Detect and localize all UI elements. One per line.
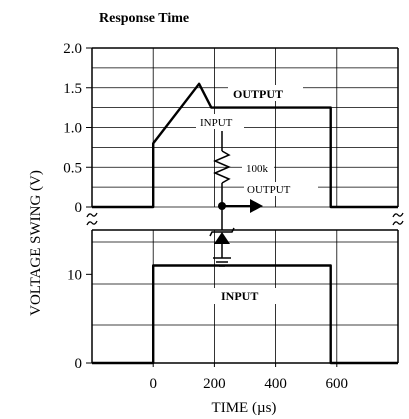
- axis-break-mark: [392, 220, 404, 226]
- y-tick-label: 0.5: [63, 160, 82, 176]
- output-arrow-icon: [250, 199, 263, 213]
- label-background: [244, 182, 318, 196]
- test-circuit-diagram: INPUT 100k OUTPUT: [200, 117, 291, 267]
- y-tick-label: 0: [75, 356, 83, 372]
- axis-break-mark: [86, 212, 98, 218]
- series-lines: [92, 82, 398, 365]
- label-background: [228, 85, 303, 101]
- circuit-input-label: INPUT: [200, 117, 233, 129]
- tick-labels: 2.0 1.5 1.0 0.5 0 10 0 0 200 400 600: [63, 41, 348, 392]
- label-background: [196, 114, 244, 129]
- y-tick-label: 1.5: [63, 81, 82, 97]
- axis-break-mark: [86, 220, 98, 226]
- x-tick-label: 400: [264, 376, 287, 392]
- circuit-resistor-label: 100k: [246, 163, 269, 175]
- x-axis-label: TIME (µs): [212, 400, 277, 416]
- label-background: [212, 288, 276, 304]
- output-series-line: [92, 82, 398, 209]
- y-tick-label: 1.0: [63, 121, 82, 137]
- input-curve-label: INPUT: [221, 289, 258, 303]
- x-tick-label: 0: [149, 376, 157, 392]
- circuit-output-label: OUTPUT: [247, 184, 291, 196]
- zener-diode-symbol: [214, 232, 230, 244]
- y-tick-label: 2.0: [63, 41, 82, 57]
- label-background: [242, 161, 274, 175]
- chart-title: Response Time: [99, 11, 189, 26]
- x-tick-label: 200: [203, 376, 226, 392]
- output-curve-label: OUTPUT: [233, 87, 283, 101]
- y-axis-label: VOLTAGE SWING (V): [28, 170, 44, 316]
- y-tick-label: 10: [67, 267, 82, 283]
- x-tick-label: 600: [326, 376, 349, 392]
- axis-break-mark: [392, 212, 404, 218]
- input-series-line: [92, 264, 398, 365]
- zener-bar: [209, 227, 235, 237]
- resistor-symbol: [213, 150, 231, 184]
- y-tick-label: 0: [75, 200, 83, 216]
